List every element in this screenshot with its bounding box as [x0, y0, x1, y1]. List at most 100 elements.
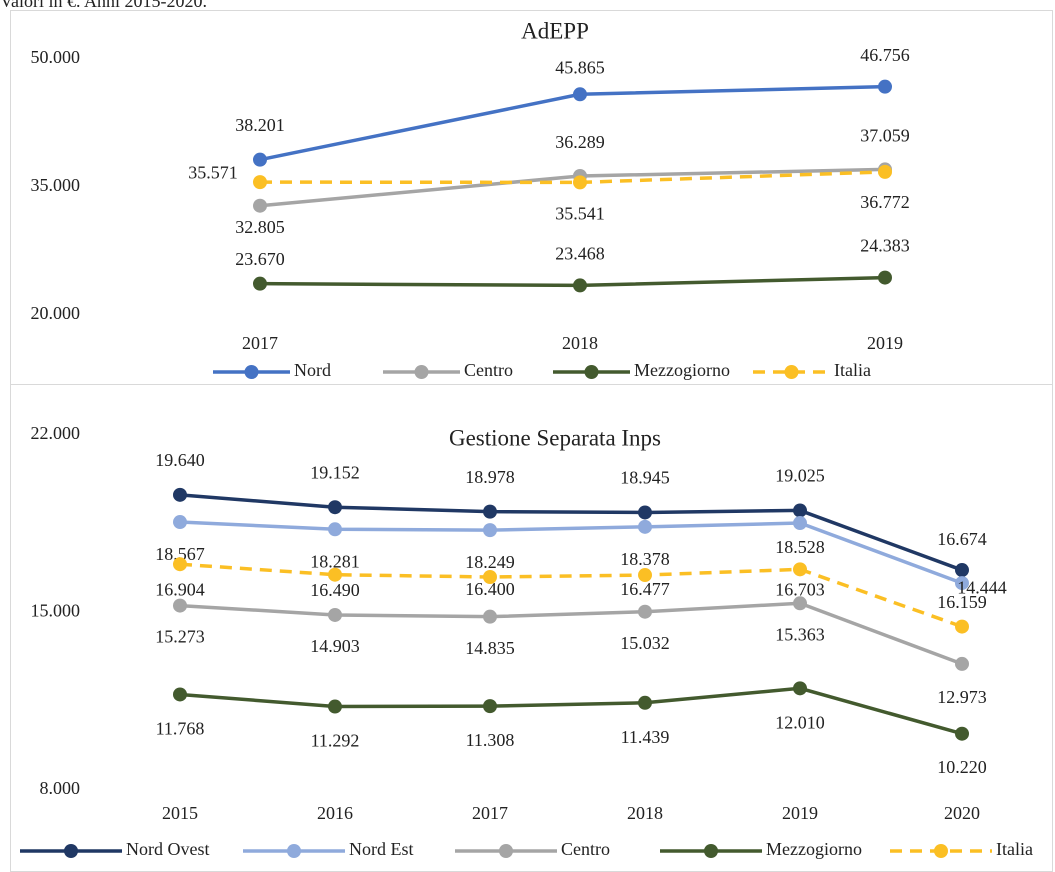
x-tick-label: 2018: [562, 333, 598, 353]
data-point: [638, 505, 652, 520]
data-point: [483, 523, 497, 538]
data-point: [173, 687, 187, 702]
data-label: 18.378: [620, 549, 670, 569]
data-label: 23.468: [555, 244, 605, 264]
data-label: 16.159: [937, 592, 987, 612]
data-label: 16.674: [937, 529, 987, 549]
legend-marker: [287, 844, 301, 858]
data-label: 14.444: [957, 578, 1007, 598]
data-point: [878, 79, 892, 94]
data-label: 36.772: [860, 192, 910, 212]
x-tick-label: 2016: [317, 803, 353, 823]
caption: Valori in €. Anni 2015-2020.: [0, 0, 207, 11]
legend-label: Centro: [464, 360, 513, 380]
data-label: 16.490: [310, 580, 360, 600]
legend-marker: [704, 844, 718, 858]
data-point: [638, 604, 652, 619]
data-label: 35.541: [555, 204, 605, 224]
y-tick-label: 20.000: [31, 303, 81, 323]
data-point: [573, 175, 587, 190]
data-point: [793, 562, 807, 577]
data-point: [793, 516, 807, 531]
legend-label: Nord Est: [349, 839, 414, 859]
series-line: [179, 493, 963, 572]
data-point: [253, 175, 267, 190]
legend-label: Nord Ovest: [126, 839, 210, 859]
data-label: 45.865: [555, 57, 605, 77]
data-label: 46.756: [860, 45, 910, 65]
data-point: [955, 726, 969, 741]
data-label: 12.010: [775, 712, 825, 732]
data-point: [328, 607, 342, 622]
data-point: [573, 278, 587, 293]
data-label: 11.308: [466, 730, 515, 750]
legend-marker: [934, 844, 948, 858]
legend-marker: [244, 365, 259, 379]
data-label: 36.289: [555, 132, 605, 152]
data-point: [173, 515, 187, 530]
series-line: [179, 562, 963, 629]
data-point: [173, 487, 187, 502]
data-label: 19.152: [310, 462, 360, 482]
data-label: 18.249: [465, 552, 515, 572]
x-tick-label: 2015: [162, 803, 198, 823]
data-label: 18.281: [310, 551, 360, 571]
data-point: [793, 596, 807, 611]
data-label: 18.978: [465, 467, 515, 487]
data-label: 11.292: [311, 731, 360, 751]
x-tick-label: 2018: [627, 803, 663, 823]
data-point: [878, 270, 892, 285]
data-point: [955, 563, 969, 578]
data-point: [573, 87, 587, 102]
series-line: [179, 520, 963, 585]
data-label: 11.439: [621, 727, 670, 747]
data-point: [253, 152, 267, 167]
data-point: [638, 568, 652, 583]
data-point: [955, 576, 969, 591]
data-label: 23.670: [235, 249, 285, 269]
data-label: 16.477: [620, 579, 670, 599]
data-point: [328, 567, 342, 582]
y-tick-label: 22.000: [31, 423, 81, 443]
data-point: [173, 598, 187, 613]
x-tick-label: 2019: [867, 333, 903, 353]
data-label: 32.805: [235, 217, 285, 237]
data-point: [793, 503, 807, 518]
data-point: [483, 504, 497, 519]
x-tick-label: 2019: [782, 803, 818, 823]
series-line: [179, 686, 963, 736]
data-label: 16.400: [465, 579, 515, 599]
data-point: [483, 609, 497, 624]
data-label: 14.903: [310, 636, 360, 656]
legend-marker: [414, 365, 429, 379]
data-point: [793, 681, 807, 696]
data-label: 24.383: [860, 236, 910, 256]
x-tick-label: 2017: [472, 803, 508, 823]
data-point: [638, 519, 652, 534]
data-point: [878, 164, 892, 179]
data-point: [328, 522, 342, 537]
data-point: [173, 557, 187, 572]
data-point: [483, 570, 497, 584]
data-label: 14.835: [465, 638, 515, 658]
data-label: 35.571: [188, 162, 238, 182]
data-point: [328, 699, 342, 714]
y-tick-label: 35.000: [31, 175, 81, 195]
data-label: 18.528: [775, 537, 825, 557]
data-label: 16.703: [775, 579, 825, 599]
data-point: [253, 276, 267, 291]
data-label: 11.768: [156, 719, 205, 739]
legend-label: Mezzogiorno: [766, 839, 862, 859]
legend-marker: [784, 365, 799, 379]
legend-label: Nord: [294, 360, 331, 380]
legend-marker: [499, 844, 513, 858]
legend-label: Italia: [996, 839, 1033, 859]
data-point: [638, 695, 652, 710]
data-label: 19.640: [155, 450, 205, 470]
chart-title: AdEPP: [521, 18, 589, 43]
data-point: [955, 656, 969, 671]
chart-title: Gestione Separata Inps: [449, 425, 661, 450]
x-tick-label: 2020: [944, 803, 980, 823]
